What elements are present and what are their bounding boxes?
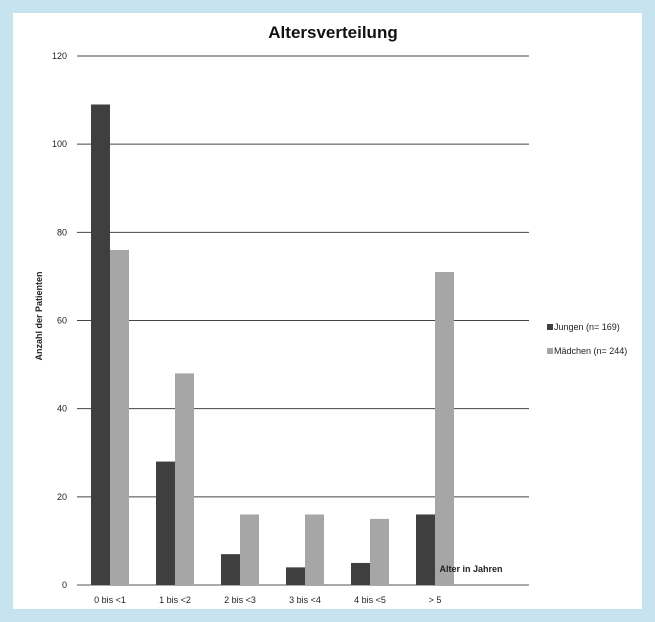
y-tick-label: 60 xyxy=(57,316,67,326)
legend: Jungen (n= 169) Mädchen (n= 244) xyxy=(547,322,627,356)
x-tick-label: 2 bis <3 xyxy=(224,595,256,605)
bar-maedchen xyxy=(435,272,454,585)
gridlines xyxy=(77,55,529,586)
bar-chart: Altersverteilung 0 20 40 60 80 100 120 0 bis <… xyxy=(34,23,627,605)
x-tick-label: 3 bis <4 xyxy=(289,595,321,605)
bar-jungen xyxy=(221,554,240,585)
bar-maedchen xyxy=(175,373,194,585)
bar-jungen xyxy=(156,461,175,585)
legend-label: Jungen (n= 169) xyxy=(554,322,620,332)
x-tick-label: > 5 xyxy=(429,595,442,605)
y-tick-label: 40 xyxy=(57,404,67,414)
bar-jungen xyxy=(286,567,305,585)
legend-swatch xyxy=(547,324,553,330)
bar-jungen xyxy=(91,104,110,585)
x-tick-label: 0 bis <1 xyxy=(94,595,126,605)
bar-jungen xyxy=(351,562,370,585)
bar-maedchen xyxy=(110,249,129,585)
bar-maedchen xyxy=(305,514,324,585)
y-tick-label: 20 xyxy=(57,492,67,502)
legend-swatch xyxy=(547,348,553,354)
x-axis-ticks: 0 bis <1 1 bis <2 2 bis <3 3 bis <4 4 bis <5… xyxy=(94,595,441,605)
x-axis-title: Alter in Jahren xyxy=(439,564,502,574)
y-tick-label: 0 xyxy=(62,580,67,590)
bar-maedchen xyxy=(240,514,259,585)
x-tick-label: 4 bis <5 xyxy=(354,595,386,605)
bars xyxy=(91,104,454,585)
legend-label: Mädchen (n= 244) xyxy=(554,346,627,356)
bar-maedchen xyxy=(370,518,389,585)
x-tick-label: 1 bis <2 xyxy=(159,595,191,605)
y-axis-title: Anzahl der Patienten xyxy=(34,271,44,360)
y-axis-ticks: 0 20 40 60 80 100 120 xyxy=(52,51,67,590)
y-tick-label: 80 xyxy=(57,227,67,237)
y-tick-label: 120 xyxy=(52,51,67,61)
chart-frame: Altersverteilung 0 20 40 60 80 100 120 0 bis <… xyxy=(13,13,642,609)
y-tick-label: 100 xyxy=(52,139,67,149)
bar-jungen xyxy=(416,514,435,585)
chart-title: Altersverteilung xyxy=(268,23,397,42)
